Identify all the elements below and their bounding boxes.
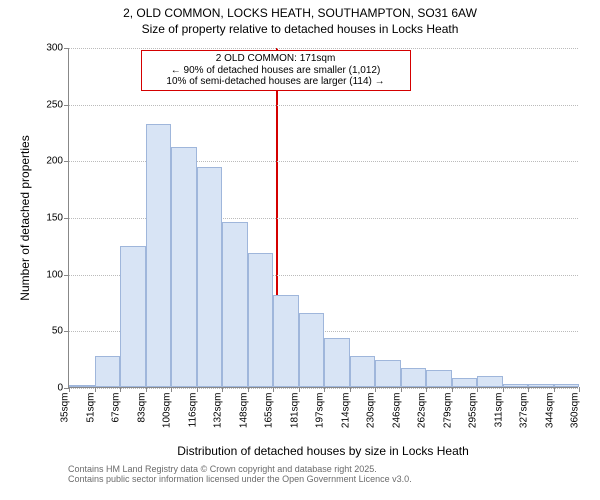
callout-box: 2 OLD COMMON: 171sqm ← 90% of detached h…	[141, 50, 411, 91]
xtick-mark	[528, 387, 529, 392]
gridline	[69, 105, 578, 106]
histogram-bar	[350, 356, 376, 387]
ytick-label: 50	[33, 326, 63, 337]
histogram-bar	[452, 378, 478, 387]
xtick-label: 295sqm	[468, 393, 479, 441]
xtick-mark	[120, 387, 121, 392]
ytick-mark	[64, 218, 69, 219]
histogram-bar	[554, 384, 580, 387]
xtick-label: 360sqm	[570, 393, 581, 441]
ytick-mark	[64, 105, 69, 106]
xtick-mark	[324, 387, 325, 392]
y-axis-label: Number of detached properties	[18, 118, 32, 318]
histogram-bar	[477, 376, 503, 387]
xtick-label: 214sqm	[340, 393, 351, 441]
xtick-mark	[299, 387, 300, 392]
histogram-bar	[273, 295, 299, 387]
ytick-label: 150	[33, 213, 63, 224]
xtick-label: 279sqm	[442, 393, 453, 441]
histogram-bar	[120, 246, 146, 387]
xtick-mark	[375, 387, 376, 392]
xtick-mark	[146, 387, 147, 392]
histogram-bar	[503, 384, 529, 387]
histogram-bar	[375, 360, 401, 387]
xtick-mark	[95, 387, 96, 392]
chart-title-line1: 2, OLD COMMON, LOCKS HEATH, SOUTHAMPTON,…	[0, 6, 600, 20]
ytick-label: 250	[33, 99, 63, 110]
xtick-mark	[401, 387, 402, 392]
histogram-bar	[528, 384, 554, 387]
histogram-bar	[324, 338, 350, 387]
histogram-bar	[95, 356, 121, 387]
ytick-mark	[64, 275, 69, 276]
xtick-label: 132sqm	[213, 393, 224, 441]
histogram-bar	[222, 222, 248, 387]
callout-line2: ← 90% of detached houses are smaller (1,…	[146, 65, 406, 77]
histogram-bar	[197, 167, 223, 387]
histogram-bar	[299, 313, 325, 387]
ytick-label: 300	[33, 43, 63, 54]
chart-container: 2, OLD COMMON, LOCKS HEATH, SOUTHAMPTON,…	[0, 0, 600, 500]
xtick-label: 100sqm	[162, 393, 173, 441]
xtick-mark	[477, 387, 478, 392]
xtick-mark	[503, 387, 504, 392]
histogram-bar	[426, 370, 452, 387]
chart-title-line2: Size of property relative to detached ho…	[0, 22, 600, 36]
xtick-mark	[579, 387, 580, 392]
footer-line2: Contains public sector information licen…	[68, 474, 412, 484]
xtick-label: 230sqm	[366, 393, 377, 441]
histogram-bar	[401, 368, 427, 387]
xtick-label: 327sqm	[519, 393, 530, 441]
xtick-mark	[350, 387, 351, 392]
xtick-label: 148sqm	[238, 393, 249, 441]
histogram-bar	[171, 147, 197, 387]
xtick-label: 116sqm	[187, 393, 198, 441]
xtick-mark	[69, 387, 70, 392]
xtick-mark	[426, 387, 427, 392]
xtick-label: 311sqm	[493, 393, 504, 441]
xtick-label: 344sqm	[544, 393, 555, 441]
xtick-label: 35sqm	[60, 393, 71, 441]
xtick-mark	[452, 387, 453, 392]
xtick-mark	[171, 387, 172, 392]
callout-line3: 10% of semi-detached houses are larger (…	[146, 76, 406, 88]
histogram-bar	[146, 124, 172, 387]
plot-area: 2 OLD COMMON: 171sqm ← 90% of detached h…	[68, 48, 578, 388]
xtick-label: 262sqm	[417, 393, 428, 441]
ytick-label: 100	[33, 269, 63, 280]
ytick-label: 0	[33, 383, 63, 394]
callout-line1: 2 OLD COMMON: 171sqm	[146, 53, 406, 65]
xtick-mark	[222, 387, 223, 392]
xtick-label: 246sqm	[391, 393, 402, 441]
histogram-bar	[69, 385, 95, 387]
xtick-mark	[197, 387, 198, 392]
ytick-mark	[64, 161, 69, 162]
xtick-label: 67sqm	[111, 393, 122, 441]
gridline	[69, 48, 578, 49]
footer-attribution: Contains HM Land Registry data © Crown c…	[68, 464, 412, 485]
footer-line1: Contains HM Land Registry data © Crown c…	[68, 464, 412, 474]
ytick-mark	[64, 48, 69, 49]
xtick-label: 197sqm	[315, 393, 326, 441]
histogram-bar	[248, 253, 274, 387]
xtick-label: 51sqm	[85, 393, 96, 441]
ytick-label: 200	[33, 156, 63, 167]
xtick-mark	[248, 387, 249, 392]
ytick-mark	[64, 331, 69, 332]
xtick-mark	[554, 387, 555, 392]
xtick-mark	[273, 387, 274, 392]
xtick-label: 83sqm	[136, 393, 147, 441]
xtick-label: 165sqm	[264, 393, 275, 441]
x-axis-label: Distribution of detached houses by size …	[68, 444, 578, 458]
xtick-label: 181sqm	[289, 393, 300, 441]
